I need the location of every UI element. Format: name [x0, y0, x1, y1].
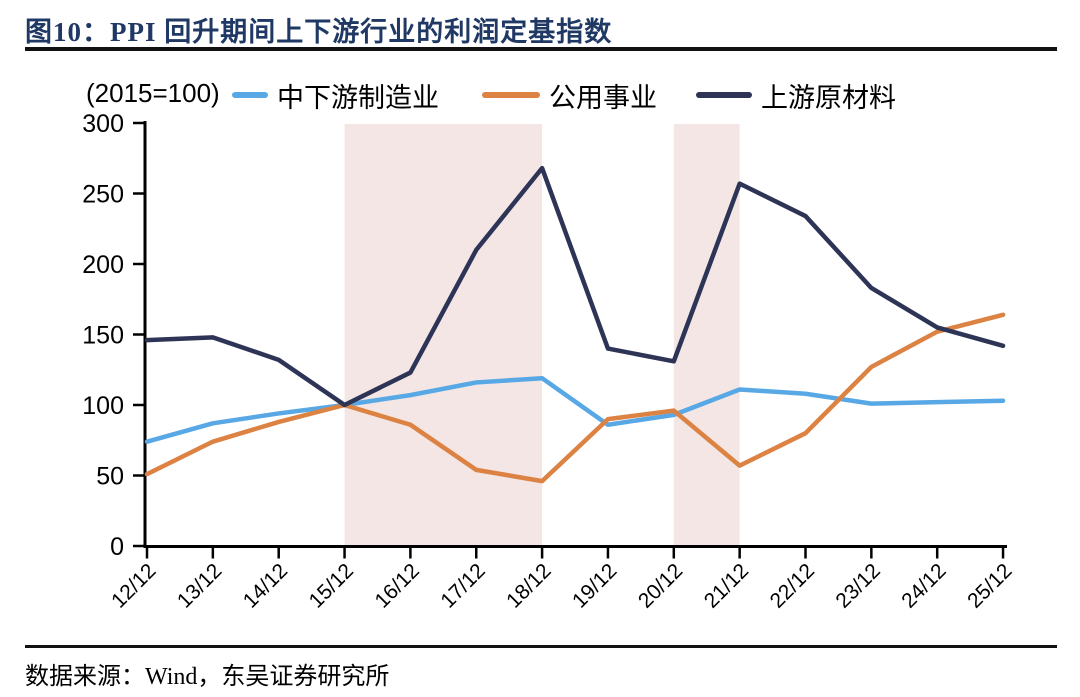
x-tick-label: 22/12 — [766, 559, 819, 612]
x-tick-label: 25/12 — [963, 559, 1016, 612]
highlight-band — [344, 124, 543, 546]
legend-label: 公用事业 — [549, 82, 657, 113]
title-divider — [25, 47, 1057, 51]
y-tick-label: 150 — [82, 322, 124, 350]
x-tick-label: 18/12 — [502, 559, 555, 612]
x-tick-label: 23/12 — [831, 559, 884, 612]
x-tick-label: 20/12 — [634, 559, 687, 612]
y-tick-label: 200 — [82, 251, 124, 279]
x-tick-label: 24/12 — [897, 559, 950, 612]
y-tick-label: 50 — [96, 463, 124, 491]
legend-item-upstream: 上游原材料 — [696, 80, 896, 113]
legend-item-midstream: 中下游制造业 — [232, 80, 439, 113]
legend-swatch-blue-icon — [232, 92, 268, 98]
source-divider — [25, 645, 1057, 648]
legend-item-utilities: 公用事业 — [482, 80, 657, 113]
y-tick-label: 0 — [110, 533, 124, 561]
legend-swatch-navy-icon — [696, 92, 752, 98]
x-tick-label: 17/12 — [436, 559, 489, 612]
y-tick-label: 250 — [82, 181, 124, 209]
legend-label: 上游原材料 — [761, 82, 896, 113]
y-tick-label: 100 — [82, 392, 124, 420]
axis-unit-label: (2015=100) — [86, 78, 220, 108]
legend-label: 中下游制造业 — [277, 82, 439, 113]
y-tick-label: 300 — [82, 110, 124, 138]
series-line-上游原材料 — [144, 165, 1006, 408]
legend-swatch-orange-icon — [482, 92, 540, 98]
series-line-公用事业 — [144, 312, 1006, 484]
x-tick-label: 16/12 — [371, 559, 424, 612]
x-tick-label: 13/12 — [173, 559, 226, 612]
x-tick-label: 19/12 — [568, 559, 621, 612]
x-tick-label: 15/12 — [305, 559, 358, 612]
data-source: 数据来源：Wind，东吴证券研究所 — [25, 664, 390, 690]
series-line-中下游制造业 — [144, 375, 1006, 444]
x-tick-label: 21/12 — [700, 559, 753, 612]
x-tick-label: 14/12 — [239, 559, 292, 612]
x-tick-label: 12/12 — [107, 559, 160, 612]
figure-title: 图10：PPI 回升期间上下游行业的利润定基指数 — [25, 17, 613, 47]
